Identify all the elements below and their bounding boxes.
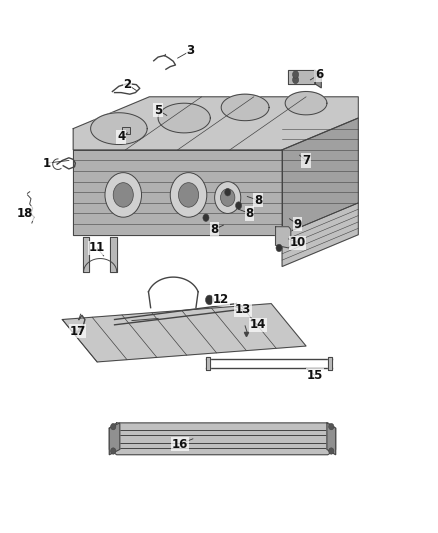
Polygon shape <box>73 150 282 235</box>
Polygon shape <box>327 423 336 455</box>
Circle shape <box>293 76 299 84</box>
Polygon shape <box>328 357 332 370</box>
Text: 4: 4 <box>117 130 125 143</box>
Text: 3: 3 <box>187 44 195 57</box>
Text: 11: 11 <box>89 241 105 254</box>
Polygon shape <box>62 304 306 362</box>
Bar <box>122 127 130 134</box>
Polygon shape <box>110 423 120 455</box>
Circle shape <box>170 173 207 217</box>
Polygon shape <box>110 423 336 455</box>
Text: 16: 16 <box>172 438 188 450</box>
Text: 9: 9 <box>293 217 301 231</box>
Text: 18: 18 <box>17 207 34 220</box>
Text: 17: 17 <box>70 325 86 338</box>
Circle shape <box>105 173 141 217</box>
Text: 15: 15 <box>307 369 323 382</box>
Circle shape <box>220 189 235 206</box>
Text: 8: 8 <box>211 223 219 236</box>
Polygon shape <box>282 203 358 266</box>
Text: 1: 1 <box>43 157 51 169</box>
Polygon shape <box>282 118 358 235</box>
Circle shape <box>328 423 334 430</box>
Circle shape <box>205 295 213 305</box>
Text: 6: 6 <box>315 68 323 81</box>
Polygon shape <box>158 103 210 133</box>
Circle shape <box>225 189 231 196</box>
Polygon shape <box>110 237 117 272</box>
Circle shape <box>236 202 242 209</box>
Text: 12: 12 <box>213 293 230 306</box>
Text: 14: 14 <box>250 318 266 332</box>
Text: 8: 8 <box>254 193 262 207</box>
Circle shape <box>215 182 241 214</box>
Polygon shape <box>73 97 358 150</box>
Circle shape <box>111 448 116 454</box>
Circle shape <box>111 423 116 430</box>
Polygon shape <box>206 357 210 370</box>
Polygon shape <box>285 92 327 115</box>
Polygon shape <box>288 70 315 84</box>
Circle shape <box>178 183 198 207</box>
Text: 7: 7 <box>302 154 310 167</box>
Polygon shape <box>83 237 89 272</box>
Text: 10: 10 <box>289 236 305 249</box>
Circle shape <box>293 71 299 78</box>
Polygon shape <box>91 113 147 144</box>
Text: 5: 5 <box>154 103 162 117</box>
Polygon shape <box>315 70 321 88</box>
Polygon shape <box>276 227 291 248</box>
Circle shape <box>276 244 282 252</box>
Circle shape <box>328 448 334 454</box>
Text: 8: 8 <box>245 207 254 220</box>
Circle shape <box>203 214 209 221</box>
Polygon shape <box>221 94 269 120</box>
Circle shape <box>113 183 133 207</box>
Text: 2: 2 <box>124 78 132 91</box>
Text: 13: 13 <box>235 303 251 317</box>
